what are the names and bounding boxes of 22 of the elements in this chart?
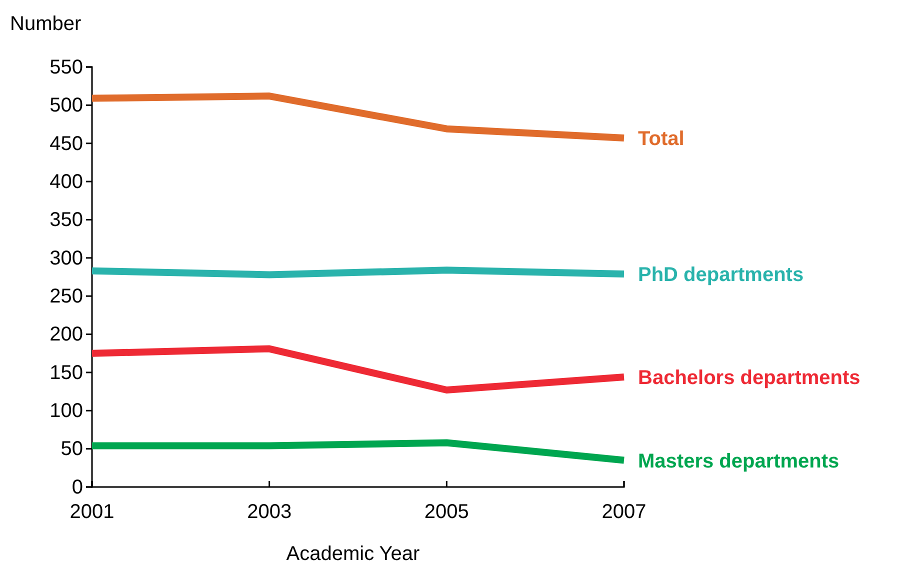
- y-axis-title: Number: [10, 13, 82, 35]
- series-label: Masters departments: [638, 450, 840, 472]
- y-tick-label: 250: [50, 285, 83, 308]
- x-tick-label: 2005: [424, 501, 469, 523]
- y-tick-label: 300: [50, 247, 83, 270]
- series-label: Bachelors departments: [638, 367, 860, 390]
- y-tick-label: 150: [50, 362, 83, 384]
- series-label: PhD departments: [638, 264, 804, 286]
- y-tick-label: 0: [72, 476, 83, 498]
- y-tick-label: 450: [50, 132, 83, 155]
- series-label: Total: [638, 128, 684, 150]
- x-tick-label: 2001: [70, 501, 114, 523]
- x-tick-label: 2003: [247, 501, 292, 523]
- y-tick-label: 550: [50, 56, 83, 78]
- y-tick-label: 350: [50, 209, 83, 232]
- y-tick-label: 100: [50, 400, 83, 422]
- y-tick-label: 50: [60, 438, 83, 460]
- y-tick-label: 200: [50, 324, 83, 346]
- y-tick-label: 500: [50, 94, 83, 117]
- y-tick-label: 400: [50, 170, 83, 193]
- x-tick-label: 2007: [602, 501, 646, 523]
- x-axis-title: Academic Year: [286, 543, 420, 563]
